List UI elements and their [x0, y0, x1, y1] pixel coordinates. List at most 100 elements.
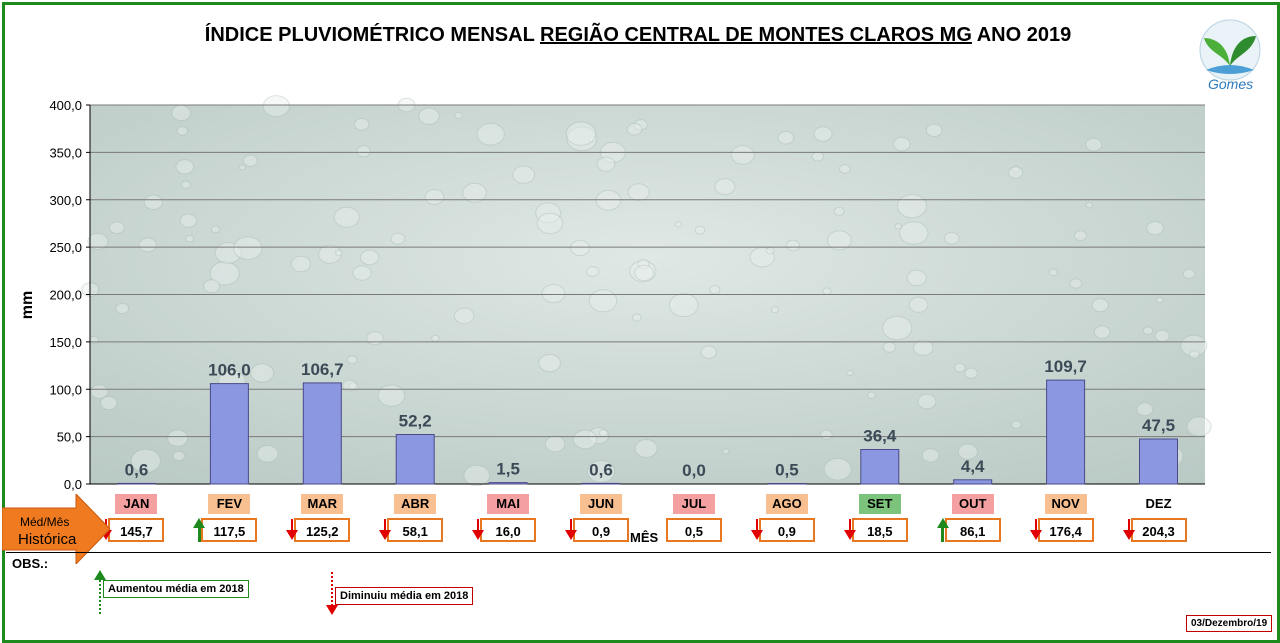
y-tick-label: 50,0	[57, 430, 82, 445]
historical-value-jan: 145,7	[108, 518, 165, 542]
bar-value-label: 47,5	[1142, 416, 1175, 435]
water-drop	[356, 145, 372, 158]
water-drop	[1189, 350, 1200, 360]
y-tick-label: 150,0	[49, 335, 82, 350]
bar-dez	[1139, 438, 1178, 485]
water-drop	[203, 279, 221, 294]
water-drop	[906, 269, 927, 287]
trend-down-arrow-icon	[750, 530, 763, 540]
water-drop	[238, 164, 246, 171]
y-tick-label: 0,0	[64, 477, 82, 492]
water-drop	[346, 355, 358, 365]
trend-down-arrow-stem	[570, 519, 573, 531]
historical-label-line2: Histórica	[18, 531, 77, 548]
bar-value-label: 36,4	[863, 427, 897, 446]
water-drop	[176, 126, 189, 136]
obs-section	[6, 552, 1271, 637]
historical-label-arrow	[2, 494, 110, 564]
water-drop	[637, 258, 650, 270]
month-tag-out: OUT	[951, 494, 994, 514]
water-drop	[210, 225, 221, 234]
water-drop	[700, 345, 717, 359]
water-drop	[290, 255, 311, 273]
trend-down-arrow-stem	[384, 519, 387, 531]
month-tag-fev: FEV	[208, 494, 251, 514]
water-drop	[838, 164, 851, 174]
bar-jan	[117, 482, 156, 485]
title-part-1: ÍNDICE PLUVIOMÉTRICO MENSAL	[204, 24, 541, 46]
water-drop	[1008, 166, 1024, 179]
bar-abr	[395, 434, 435, 485]
water-drop	[143, 194, 163, 211]
bar-set	[860, 449, 900, 485]
y-tick-label: 250,0	[49, 240, 82, 255]
trend-up-arrow-stem	[941, 528, 945, 542]
gomes-logo	[1199, 19, 1261, 81]
y-tick-label: 100,0	[49, 382, 82, 397]
trend-down-arrow-icon	[843, 530, 856, 540]
legend-down-arrow-icon	[326, 605, 338, 615]
historical-value-dez: 204,3	[1130, 518, 1187, 542]
water-drop	[588, 289, 618, 313]
water-drop	[100, 396, 118, 410]
water-drop	[631, 313, 642, 322]
water-drop	[233, 236, 263, 260]
water-drop	[627, 183, 650, 202]
water-drop	[730, 145, 755, 165]
water-drop	[431, 334, 440, 342]
water-drop	[1142, 326, 1154, 336]
historical-value-set: 18,5	[851, 518, 908, 542]
water-drop	[130, 448, 161, 474]
legend-down-text: Diminuiu média em 2018	[335, 587, 474, 605]
water-drop	[390, 232, 406, 245]
water-drop	[1085, 137, 1103, 152]
bar-value-label: 106,0	[208, 361, 251, 380]
water-drop	[462, 182, 488, 203]
water-drop	[418, 107, 440, 125]
legend-up-arrow-icon	[94, 570, 106, 580]
water-drop	[333, 206, 360, 228]
water-drop	[377, 384, 406, 407]
water-drop	[538, 354, 562, 373]
water-drop	[87, 232, 109, 250]
water-drop	[1180, 334, 1208, 357]
historical-value-abr: 58,1	[387, 518, 444, 542]
water-drop	[813, 126, 833, 142]
water-drop	[899, 221, 929, 245]
water-drop	[669, 293, 699, 318]
month-tag-dez: DEZ	[1137, 494, 1180, 514]
y-tick-label: 200,0	[49, 288, 82, 303]
water-drop	[820, 429, 833, 440]
historical-value-out: 86,1	[944, 518, 1001, 542]
water-drop	[1146, 221, 1164, 236]
water-drop	[823, 457, 852, 481]
historical-value-fev: 117,5	[201, 518, 258, 542]
water-drop	[1069, 278, 1083, 289]
month-tag-jul: JUL	[672, 494, 715, 514]
water-drop	[585, 266, 600, 277]
water-drop	[1048, 268, 1058, 276]
water-drop	[714, 178, 736, 196]
water-drop	[634, 264, 655, 282]
water-drop	[866, 391, 876, 399]
water-drop	[917, 393, 937, 410]
water-drop	[908, 296, 929, 313]
legend-down-line	[331, 572, 333, 606]
month-tag-nov: NOV	[1044, 494, 1087, 514]
water-drop	[476, 122, 505, 146]
water-drop	[138, 237, 157, 253]
water-drop	[587, 460, 616, 483]
bar-mai	[488, 482, 528, 485]
trend-down-arrow-stem	[477, 519, 480, 531]
trend-down-arrow-stem	[755, 519, 758, 531]
water-drop	[354, 118, 370, 131]
water-drop	[588, 135, 597, 143]
water-drop	[541, 284, 566, 304]
water-drop	[892, 136, 911, 152]
title-region: REGIÃO CENTRAL DE MONTES CLAROS MG	[540, 24, 972, 46]
water-drop	[90, 384, 109, 399]
month-tag-jun: JUN	[580, 494, 623, 514]
month-tag-set: SET	[858, 494, 901, 514]
trend-up-arrow-icon	[193, 518, 206, 528]
trend-down-arrow-icon	[1122, 530, 1135, 540]
